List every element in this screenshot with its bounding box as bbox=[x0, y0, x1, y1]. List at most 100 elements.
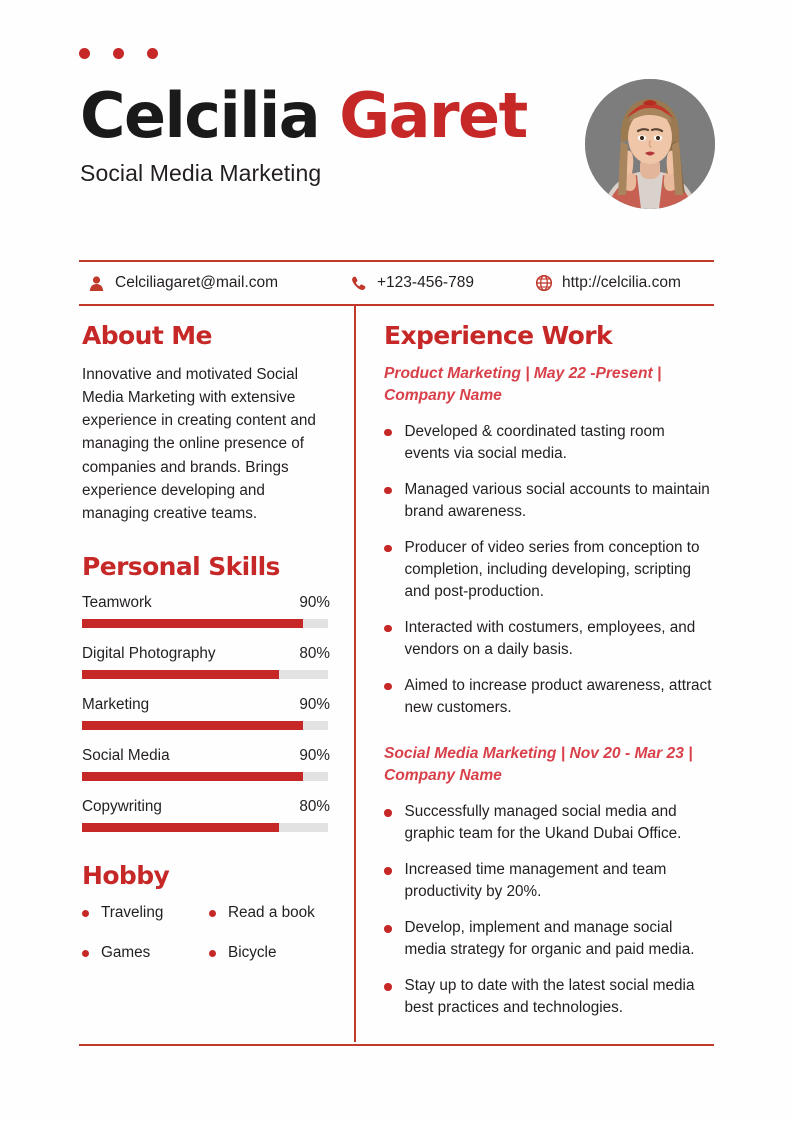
bullet-icon bbox=[384, 428, 392, 437]
skill-fill bbox=[82, 720, 304, 730]
skill-head: Digital Photography 80% bbox=[82, 645, 330, 663]
hobby-list: Traveling Read a book Games Bicycle bbox=[82, 904, 330, 962]
skill-head: Social Media 90% bbox=[82, 747, 330, 765]
experience-list: Product Marketing | May 22 -Present | Co… bbox=[384, 363, 714, 1020]
hobby-label: Games bbox=[101, 944, 151, 962]
hobby-label: Traveling bbox=[101, 904, 164, 922]
skill-label: Social Media bbox=[82, 746, 170, 764]
skill-row: Teamwork 90% bbox=[82, 594, 330, 628]
job-role: Social Media Marketing bbox=[80, 160, 322, 186]
hobby-heading: Hobby bbox=[82, 860, 170, 890]
skill-fill bbox=[82, 669, 279, 679]
skill-track bbox=[82, 822, 328, 832]
bullet-icon bbox=[384, 809, 392, 817]
experience-heading: Experience Work bbox=[384, 321, 613, 350]
bullet-icon bbox=[82, 949, 89, 957]
skill-fill bbox=[82, 771, 304, 781]
skill-track bbox=[82, 720, 328, 730]
bullet-icon bbox=[209, 909, 216, 917]
hobby-item: Traveling bbox=[82, 904, 209, 922]
decorative-dots bbox=[79, 48, 158, 59]
phone-icon bbox=[349, 274, 368, 293]
contact-email-text: Celciliagaret@mail.com bbox=[115, 274, 279, 291]
duty-text: Develop, implement and manage social med… bbox=[404, 919, 695, 959]
dot-1 bbox=[79, 48, 90, 59]
contact-phone-text: +123-456-789 bbox=[377, 274, 474, 291]
page-title: Celcilia Garet bbox=[80, 85, 720, 147]
list-item: Interacted with costumers, employees, an… bbox=[384, 617, 714, 661]
column-divider bbox=[354, 304, 357, 1042]
bottom-divider bbox=[79, 1044, 714, 1047]
bullet-icon bbox=[384, 624, 392, 633]
skill-row: Social Media 90% bbox=[82, 747, 330, 781]
skill-row: Marketing 90% bbox=[82, 696, 330, 730]
skill-track bbox=[82, 669, 328, 679]
dot-3 bbox=[147, 48, 158, 59]
bullet-icon bbox=[384, 867, 392, 875]
skill-percent: 90% bbox=[299, 593, 330, 611]
skill-row: Copywriting 80% bbox=[82, 798, 330, 832]
skill-percent: 90% bbox=[299, 746, 330, 764]
header: Celcilia Garet Social Media Marketing bbox=[80, 85, 720, 225]
job-duties: Successfully managed social media and gr… bbox=[384, 801, 714, 1019]
hobby-label: Bicycle bbox=[228, 944, 277, 962]
person-icon bbox=[87, 274, 106, 293]
skill-percent: 80% bbox=[299, 644, 330, 662]
skill-track bbox=[82, 771, 328, 781]
list-item: Developed & coordinated tasting room eve… bbox=[384, 421, 714, 465]
list-item: Develop, implement and manage social med… bbox=[384, 917, 714, 961]
bullet-icon bbox=[384, 486, 392, 495]
skill-head: Marketing 90% bbox=[82, 696, 330, 714]
skill-fill bbox=[82, 822, 279, 832]
bullet-icon bbox=[209, 949, 216, 957]
list-item: Producer of video series from conception… bbox=[384, 537, 714, 603]
skill-track bbox=[82, 618, 328, 628]
bullet-icon bbox=[384, 544, 392, 553]
duty-text: Developed & coordinated tasting room eve… bbox=[404, 422, 665, 462]
right-column: Experience Work Product Marketing | May … bbox=[384, 322, 714, 1033]
skill-percent: 80% bbox=[299, 797, 330, 815]
hobby-section: Hobby Traveling Read a book Games Bicycle bbox=[82, 862, 330, 963]
duty-text: Aimed to increase product awareness, att… bbox=[404, 676, 712, 716]
bullet-icon bbox=[82, 909, 89, 917]
list-item: Aimed to increase product awareness, att… bbox=[384, 675, 714, 719]
first-name: Celcilia bbox=[80, 79, 321, 152]
skill-head: Copywriting 80% bbox=[82, 798, 330, 816]
portrait-photo-icon bbox=[585, 79, 715, 209]
hobby-item: Bicycle bbox=[209, 944, 330, 962]
list-item: Successfully managed social media and gr… bbox=[384, 801, 714, 845]
job-title: Social Media Marketing | Nov 20 - Mar 23… bbox=[384, 744, 693, 785]
bullet-icon bbox=[384, 925, 392, 933]
duty-text: Successfully managed social media and gr… bbox=[404, 803, 682, 843]
skill-label: Digital Photography bbox=[82, 644, 216, 662]
list-item: Increased time management and team produ… bbox=[384, 859, 714, 903]
skill-label: Copywriting bbox=[82, 797, 162, 815]
last-name: Garet bbox=[339, 79, 528, 152]
duty-text: Increased time management and team produ… bbox=[404, 861, 667, 901]
globe-icon bbox=[534, 274, 553, 293]
job-entry: Social Media Marketing | Nov 20 - Mar 23… bbox=[384, 743, 714, 1019]
contact-bar: Celciliagaret@mail.com +123-456-789 ht bbox=[79, 260, 714, 306]
list-item: Stay up to date with the latest social m… bbox=[384, 975, 714, 1019]
contact-email[interactable]: Celciliagaret@mail.com bbox=[87, 274, 349, 293]
contact-phone[interactable]: +123-456-789 bbox=[349, 274, 534, 293]
skills-heading: Personal Skills bbox=[82, 552, 280, 582]
bullet-icon bbox=[384, 682, 392, 691]
contact-website-text: http://celcilia.com bbox=[562, 274, 681, 291]
skill-label: Teamwork bbox=[82, 593, 152, 611]
dot-2 bbox=[113, 48, 124, 59]
about-heading: About Me bbox=[82, 321, 213, 350]
bullet-icon bbox=[384, 983, 392, 991]
hobby-item: Read a book bbox=[209, 904, 330, 922]
duty-text: Interacted with costumers, employees, an… bbox=[404, 618, 696, 658]
job-entry: Product Marketing | May 22 -Present | Co… bbox=[384, 363, 714, 719]
skill-label: Marketing bbox=[82, 695, 150, 713]
list-item: Managed various social accounts to maint… bbox=[384, 479, 714, 523]
contact-website[interactable]: http://celcilia.com bbox=[534, 274, 681, 293]
job-title: Product Marketing | May 22 -Present | Co… bbox=[384, 364, 662, 404]
skills-list: Teamwork 90% Digital Photography 80% Marketi… bbox=[82, 594, 330, 832]
avatar bbox=[585, 79, 715, 209]
skill-fill bbox=[82, 618, 304, 628]
skill-percent: 90% bbox=[299, 695, 330, 713]
